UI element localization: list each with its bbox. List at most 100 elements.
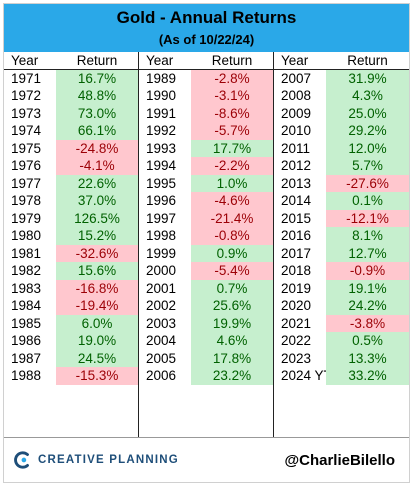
table-row: 2023 13.3% (274, 349, 409, 367)
year-cell: 2012 (281, 158, 312, 173)
table-row: 2014 0.1% (274, 192, 409, 210)
year-cell: 1985 (11, 315, 42, 331)
return-cell: 24.5% (56, 349, 138, 367)
table-row: 2015 -12.1% (274, 209, 409, 227)
table-row: 1980 15.2% (4, 227, 138, 245)
return-cell: 33.2% (326, 367, 409, 385)
header-row: Year Return (139, 52, 273, 70)
year-cell: 1979 (11, 210, 42, 226)
return-cell: -15.3% (56, 367, 138, 385)
year-cell: 2005 (146, 350, 177, 366)
year-cell: 2004 (146, 333, 177, 348)
return-cell: -27.6% (326, 174, 409, 192)
return-cell: -5.7% (191, 122, 273, 140)
table-row: 1991 -8.6% (139, 104, 273, 122)
year-cell: 1983 (11, 280, 42, 296)
table-row: 1971 16.7% (4, 69, 138, 87)
return-cell: 25.6% (191, 297, 273, 315)
year-cell: 2013 (281, 175, 312, 191)
return-cell: -5.4% (191, 262, 273, 280)
return-column-header: Return (211, 53, 253, 68)
table-row: 1982 15.6% (4, 262, 138, 280)
year-cell: 2016 (281, 228, 312, 243)
year-cell: 1995 (146, 175, 177, 191)
table-row: 2007 31.9% (274, 69, 409, 87)
year-cell: 1994 (146, 158, 177, 173)
table-title: Gold - Annual Returns (116, 8, 297, 27)
return-cell: 66.1% (56, 122, 138, 140)
table-row: 1992 -5.7% (139, 122, 273, 140)
return-cell: 8.1% (326, 227, 409, 245)
return-cell: 5.7% (326, 157, 409, 175)
table-row: 2001 0.7% (139, 279, 273, 297)
year-cell: 2010 (281, 123, 312, 138)
return-cell: 19.0% (56, 332, 138, 350)
year-cell: 1997 (146, 210, 177, 226)
year-column-header: Year (11, 53, 39, 68)
year-cell: 1973 (11, 105, 42, 121)
return-cell: -0.8% (191, 227, 273, 245)
table-row: 2018 -0.9% (274, 262, 409, 280)
table-row: 1997 -21.4% (139, 209, 273, 227)
return-cell: 37.0% (56, 192, 138, 210)
table-row: 2008 4.3% (274, 87, 409, 105)
return-cell: 29.2% (326, 122, 409, 140)
year-cell: 2020 (281, 298, 312, 313)
year-cell: 1982 (11, 263, 42, 278)
return-cell: -32.6% (56, 244, 138, 262)
author-handle: @CharlieBilello (284, 451, 396, 469)
year-cell: 2001 (146, 280, 177, 296)
return-cell: 17.8% (191, 349, 273, 367)
table-row: 1985 6.0% (4, 314, 138, 332)
table-row: 2004 4.6% (139, 332, 273, 350)
return-cell: -3.1% (191, 87, 273, 105)
table-row: 1993 17.7% (139, 139, 273, 157)
column-group-3: Year Return 2007 31.9% 2008 4.3% 2009 25.0% 2010… (274, 52, 409, 437)
year-cell: 1988 (11, 368, 42, 383)
table-row: 1989 -2.8% (139, 69, 273, 87)
table-row: 1974 66.1% (4, 122, 138, 140)
return-cell: 12.7% (326, 244, 409, 262)
return-cell: -21.4% (191, 209, 273, 227)
table-row: 1995 1.0% (139, 174, 273, 192)
year-cell: 2002 (146, 298, 177, 313)
year-cell: 2017 (281, 245, 312, 261)
table-row: 1988 -15.3% (4, 367, 138, 385)
table-row: 1994 -2.2% (139, 157, 273, 175)
return-cell: -12.1% (326, 209, 409, 227)
header-row: Year Return (4, 52, 138, 70)
year-cell: 1972 (11, 88, 42, 103)
return-cell: -19.4% (56, 297, 138, 315)
return-cell: 17.7% (191, 139, 273, 157)
table-subtitle: (As of 10/22/24) (158, 32, 255, 47)
returns-grid: Year Return 1971 16.7% 1972 48.8% 1973 73.0% 197… (4, 52, 409, 437)
year-cell: 2008 (281, 88, 312, 103)
table-row: 2013 -27.6% (274, 174, 409, 192)
return-cell: -3.8% (326, 314, 409, 332)
return-cell: 16.7% (56, 69, 138, 87)
table-row: 2017 12.7% (274, 244, 409, 262)
year-cell: 1978 (11, 193, 42, 208)
table-row: 1976 -4.1% (4, 157, 138, 175)
brand-name: CREATIVE PLANNING (38, 454, 179, 466)
creative-planning-logo-icon (14, 451, 29, 469)
return-cell: 31.9% (326, 69, 409, 87)
year-cell: 1991 (146, 105, 177, 121)
table-row: 1979 126.5% (4, 209, 138, 227)
year-cell: 1980 (11, 228, 42, 243)
table-row: 1972 48.8% (4, 87, 138, 105)
return-cell: 19.1% (326, 279, 409, 297)
year-cell: 2011 (281, 140, 311, 156)
table-row: 1981 -32.6% (4, 244, 138, 262)
return-cell: 19.9% (191, 314, 273, 332)
year-cell: 1998 (146, 228, 177, 243)
table-row: 1973 73.0% (4, 104, 138, 122)
table-row: 2019 19.1% (274, 279, 409, 297)
table-row: 1990 -3.1% (139, 87, 273, 105)
return-cell: 126.5% (56, 209, 138, 227)
table-row: 2021 -3.8% (274, 314, 409, 332)
return-cell: 0.5% (326, 332, 409, 350)
return-cell: -2.2% (191, 157, 273, 175)
table-row: 2000 -5.4% (139, 262, 273, 280)
return-cell: 4.3% (326, 87, 409, 105)
